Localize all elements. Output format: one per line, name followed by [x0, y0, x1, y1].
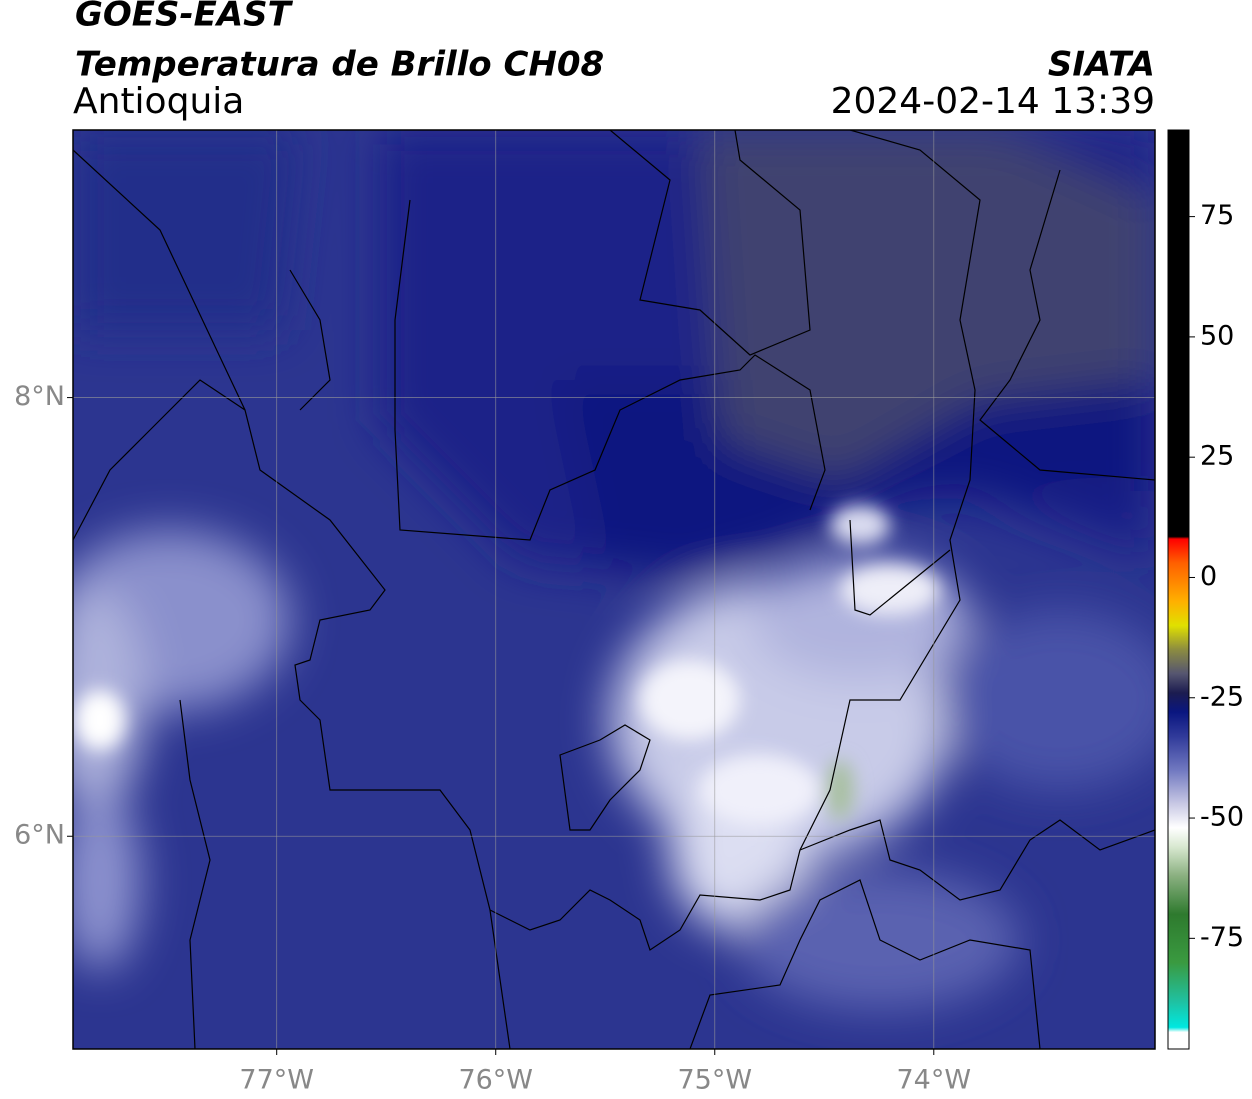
x-tick-label: 75°W	[677, 1065, 752, 1096]
x-tick-label: 77°W	[239, 1065, 314, 1096]
region: Antioquia	[73, 81, 244, 122]
satellite-image	[73, 130, 1155, 1049]
x-tick-label: 74°W	[897, 1065, 972, 1096]
datetime: 2024-02-14 13:39	[831, 81, 1155, 122]
colorbar-tick-label: 25	[1200, 441, 1234, 472]
colorbar	[1167, 129, 1190, 1050]
subtitle: Temperatura de Brillo CH08	[75, 45, 604, 85]
y-tick-label: 6°N	[14, 820, 65, 851]
title: GOES-EAST	[75, 0, 294, 35]
colorbar-tick-label: 50	[1200, 320, 1234, 351]
graticule	[73, 130, 1155, 1049]
colorbar-tick-label: -75	[1200, 922, 1244, 953]
x-tick-label: 76°W	[458, 1065, 533, 1096]
agency: SIATA	[1048, 45, 1155, 85]
colorbar-tick-label: -50	[1200, 802, 1244, 833]
map-frame	[72, 129, 1156, 1050]
colorbar-tick-label: -25	[1200, 681, 1244, 712]
y-tick-label: 8°N	[14, 381, 65, 412]
colorbar-tick-label: 0	[1200, 561, 1217, 592]
colorbar-tick-label: 75	[1200, 200, 1234, 231]
